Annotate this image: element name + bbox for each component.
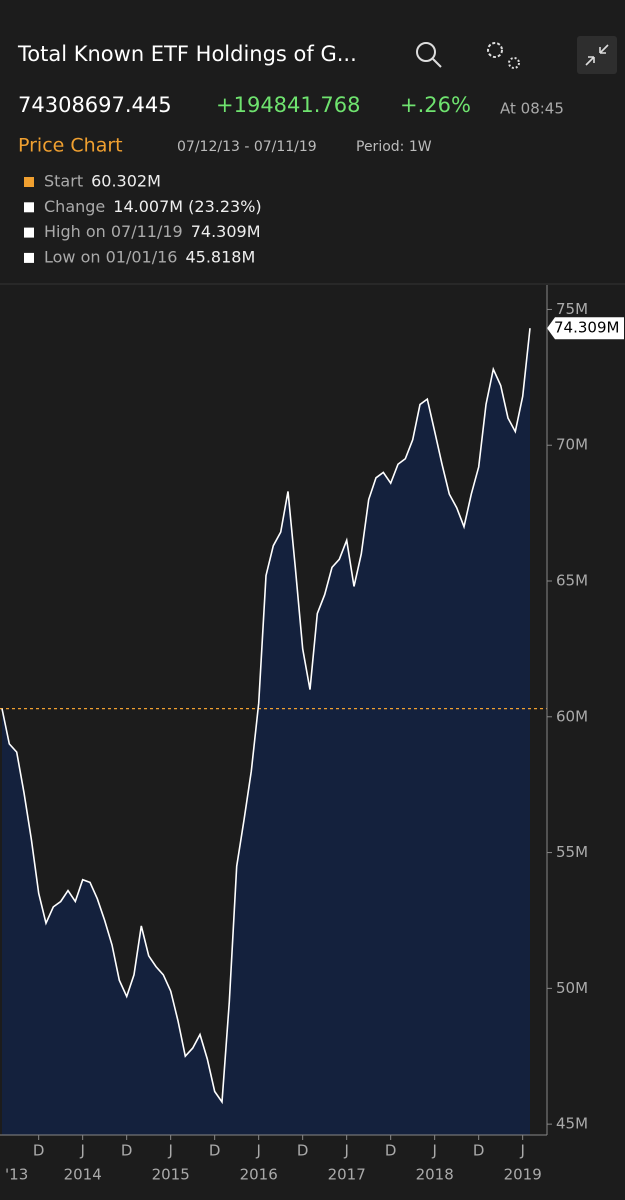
x-tick-label: D bbox=[33, 1142, 45, 1160]
y-tick-label: 70M bbox=[556, 436, 588, 454]
x-year-label: '13 bbox=[5, 1166, 28, 1184]
x-year-label: 2018 bbox=[416, 1166, 454, 1184]
price: 74308697.445 bbox=[18, 93, 172, 117]
y-tick-label: 60M bbox=[556, 707, 588, 725]
y-tick-label: 45M bbox=[556, 1115, 588, 1133]
legend-marker bbox=[24, 202, 34, 213]
legend-marker bbox=[24, 252, 34, 263]
x-tick-label: D bbox=[297, 1142, 309, 1160]
tab[interactable]: Price Chart bbox=[18, 135, 123, 157]
x-tick-label: J bbox=[79, 1142, 84, 1160]
x-year-label: 2019 bbox=[504, 1166, 542, 1184]
change-pct: +.26% bbox=[400, 93, 471, 117]
price-line bbox=[1, 328, 531, 1105]
x-tick-label: D bbox=[121, 1142, 133, 1160]
title: Total Known ETF Holdings of G... bbox=[17, 42, 357, 66]
settings-icon[interactable] bbox=[487, 42, 520, 69]
legend-label: Change bbox=[44, 197, 105, 216]
x-tick-label: J bbox=[519, 1142, 524, 1160]
minimize-button[interactable] bbox=[577, 36, 617, 74]
time: At 08:45 bbox=[500, 100, 564, 118]
range: 07/12/13 - 07/11/19 bbox=[177, 139, 317, 155]
x-tick-label: J bbox=[167, 1142, 172, 1160]
x-year-label: 2016 bbox=[240, 1166, 278, 1184]
area bbox=[2, 328, 530, 1135]
x-year-label: 2014 bbox=[64, 1166, 102, 1184]
legend-marker bbox=[24, 227, 34, 238]
legend-label: High on 07/11/19 bbox=[44, 222, 183, 241]
legend-value: 45.818M bbox=[185, 247, 255, 266]
x-tick-label: D bbox=[209, 1142, 221, 1160]
legend-value: 60.302M bbox=[91, 172, 161, 191]
x-tick-label: J bbox=[343, 1142, 348, 1160]
x-year-label: 2017 bbox=[328, 1166, 366, 1184]
x-tick-label: J bbox=[255, 1142, 260, 1160]
last-value-label: 74.309M bbox=[554, 319, 619, 337]
legend-label: Start bbox=[44, 172, 83, 191]
search-icon[interactable] bbox=[416, 42, 442, 68]
legend-marker bbox=[24, 177, 34, 187]
legend-label: Low on 01/01/16 bbox=[44, 247, 177, 266]
x-tick-label: J bbox=[431, 1142, 436, 1160]
x-year-label: 2015 bbox=[152, 1166, 190, 1184]
period: Period: 1W bbox=[356, 139, 432, 155]
y-tick-label: 50M bbox=[556, 979, 588, 997]
x-tick-label: D bbox=[385, 1142, 397, 1160]
y-tick-label: 75M bbox=[556, 300, 588, 318]
y-tick-label: 55M bbox=[556, 843, 588, 861]
change: +194841.768 bbox=[216, 93, 361, 117]
last-value-box bbox=[547, 317, 624, 340]
legend-value: 14.007M (23.23%) bbox=[113, 197, 261, 216]
y-tick-label: 65M bbox=[556, 572, 588, 590]
x-tick-label: D bbox=[473, 1142, 485, 1160]
legend-value: 74.309M bbox=[191, 222, 261, 241]
